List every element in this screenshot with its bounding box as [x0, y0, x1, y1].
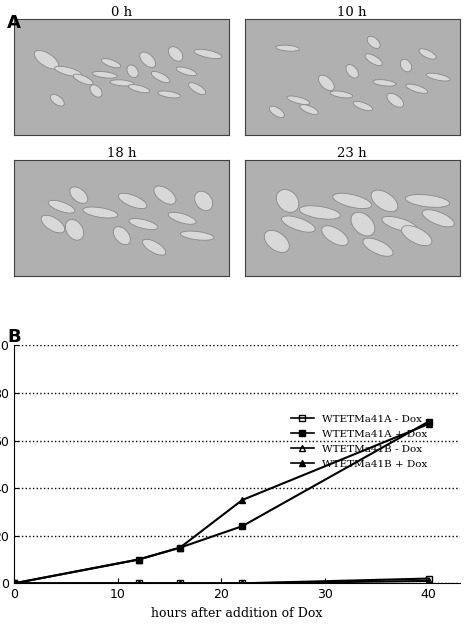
- Ellipse shape: [319, 75, 334, 90]
- Ellipse shape: [351, 212, 375, 236]
- Ellipse shape: [83, 207, 118, 218]
- Ellipse shape: [195, 191, 213, 211]
- Ellipse shape: [387, 94, 403, 107]
- Ellipse shape: [176, 67, 197, 76]
- Ellipse shape: [367, 37, 380, 49]
- Ellipse shape: [34, 51, 59, 69]
- Ellipse shape: [151, 71, 170, 83]
- Ellipse shape: [158, 91, 181, 98]
- X-axis label: hours after addition of Dox: hours after addition of Dox: [151, 607, 323, 620]
- Ellipse shape: [330, 91, 353, 98]
- Ellipse shape: [50, 94, 64, 106]
- Ellipse shape: [113, 227, 130, 245]
- Ellipse shape: [129, 219, 158, 229]
- Ellipse shape: [419, 49, 436, 59]
- Ellipse shape: [287, 96, 310, 104]
- Ellipse shape: [382, 217, 417, 231]
- Text: A: A: [7, 14, 21, 32]
- Ellipse shape: [168, 47, 183, 62]
- Ellipse shape: [128, 85, 150, 93]
- Ellipse shape: [353, 101, 373, 111]
- Ellipse shape: [401, 226, 432, 246]
- Ellipse shape: [92, 71, 117, 78]
- Ellipse shape: [70, 187, 88, 203]
- Ellipse shape: [143, 239, 166, 255]
- Ellipse shape: [363, 238, 393, 256]
- Ellipse shape: [299, 206, 340, 219]
- Ellipse shape: [168, 212, 196, 224]
- Title: 10 h: 10 h: [337, 6, 367, 19]
- Ellipse shape: [189, 83, 206, 95]
- Ellipse shape: [264, 230, 289, 253]
- Ellipse shape: [269, 106, 284, 117]
- Ellipse shape: [73, 74, 93, 85]
- Ellipse shape: [346, 65, 358, 78]
- Ellipse shape: [365, 54, 383, 65]
- Ellipse shape: [400, 59, 411, 72]
- Ellipse shape: [333, 194, 372, 208]
- Ellipse shape: [300, 104, 319, 115]
- Ellipse shape: [405, 194, 449, 207]
- Ellipse shape: [101, 58, 121, 68]
- Ellipse shape: [276, 190, 299, 212]
- Ellipse shape: [181, 231, 214, 240]
- Ellipse shape: [48, 201, 75, 213]
- Title: 0 h: 0 h: [111, 6, 132, 19]
- Ellipse shape: [426, 73, 450, 81]
- Ellipse shape: [322, 226, 348, 246]
- Ellipse shape: [371, 190, 398, 212]
- Ellipse shape: [194, 49, 222, 58]
- Ellipse shape: [406, 84, 428, 94]
- Ellipse shape: [140, 52, 155, 67]
- Text: B: B: [7, 328, 21, 346]
- Ellipse shape: [41, 215, 65, 233]
- Ellipse shape: [373, 79, 396, 86]
- Ellipse shape: [90, 85, 102, 97]
- Ellipse shape: [65, 220, 83, 240]
- Ellipse shape: [55, 66, 82, 76]
- Ellipse shape: [422, 210, 454, 227]
- Ellipse shape: [110, 80, 134, 86]
- Ellipse shape: [118, 193, 147, 208]
- Title: 23 h: 23 h: [337, 147, 367, 160]
- Ellipse shape: [276, 45, 299, 51]
- Ellipse shape: [127, 65, 138, 78]
- Ellipse shape: [154, 186, 176, 204]
- Ellipse shape: [282, 216, 315, 232]
- Title: 18 h: 18 h: [107, 147, 137, 160]
- Legend: WTETMa41A - Dox, WTETMa41A + Dox, WTETMa41B - Dox, WTETMa41B + Dox: WTETMa41A - Dox, WTETMa41A + Dox, WTETMa…: [287, 410, 432, 473]
